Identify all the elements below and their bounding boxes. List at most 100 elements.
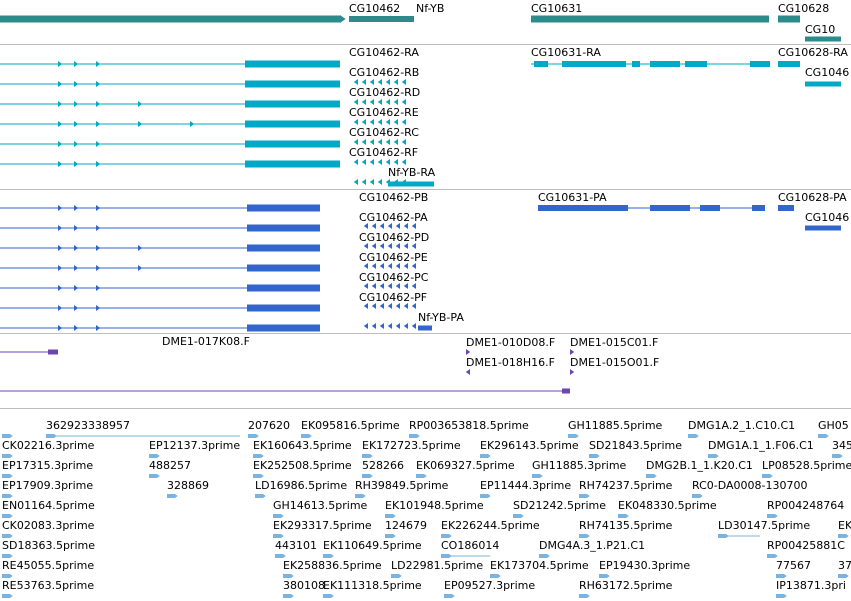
protein-glyph	[96, 285, 101, 291]
est-label[interactable]: DMG4A.3_1.P21.C1	[539, 539, 646, 552]
gene-label[interactable]: Nf-YB	[416, 2, 445, 15]
bac-end-label[interactable]: DME1-018H16.F	[466, 356, 555, 369]
est-label[interactable]: CK02216.3prime	[2, 439, 95, 452]
transcript-label[interactable]: CG10462-RA	[349, 46, 419, 59]
est-label[interactable]: EN01164.5prime	[2, 499, 95, 512]
bac-end-label[interactable]: DME1-015C01.F	[570, 336, 659, 349]
protein-label[interactable]: CG10631-PA	[538, 191, 607, 204]
est-label[interactable]: EK	[838, 519, 851, 532]
est-label[interactable]: EK111318.5prime	[323, 579, 422, 592]
est-label[interactable]: 124679	[385, 519, 427, 532]
est-label[interactable]: GH14613.5prime	[273, 499, 368, 512]
est-label[interactable]: CK02083.3prime	[2, 519, 95, 532]
transcript-label[interactable]: CG10462-RB	[349, 66, 420, 79]
est-label[interactable]: GH11885.3prime	[532, 459, 627, 472]
transcript-label[interactable]: CG10628-RA	[778, 46, 848, 59]
est-label[interactable]: 77567	[776, 559, 811, 572]
transcript-label[interactable]: CG10631-RA	[531, 46, 601, 59]
gene-label[interactable]: CG10631	[531, 2, 583, 15]
est-label[interactable]: RC0-DA0008-130700	[692, 479, 808, 492]
est-label[interactable]: 37	[838, 559, 851, 572]
transcript-label[interactable]: Nf-YB-RA	[388, 166, 436, 179]
gene-label[interactable]: CG10628	[778, 2, 830, 15]
protein-label[interactable]: CG10462-PD	[359, 231, 430, 244]
protein-label[interactable]: CG10462-PF	[359, 291, 428, 304]
est-label[interactable]: EK296143.5prime	[480, 439, 579, 452]
est-label[interactable]: 380108	[283, 579, 325, 592]
protein-glyph	[418, 325, 432, 331]
est-label[interactable]: IP13871.3pri	[776, 579, 846, 592]
est-label[interactable]: EK101948.5prime	[385, 499, 484, 512]
est-glyph	[441, 534, 449, 538]
transcript-label[interactable]: CG1046	[805, 66, 850, 79]
est-label[interactable]: EK110649.5prime	[323, 539, 422, 552]
gene-label[interactable]: CG10	[805, 23, 836, 36]
est-label[interactable]: SD21843.5prime	[589, 439, 682, 452]
est-label[interactable]: EK226244.5prime	[441, 519, 540, 532]
est-label[interactable]: EK172723.5prime	[362, 439, 461, 452]
protein-label[interactable]: CG10462-PB	[359, 191, 429, 204]
est-label[interactable]: SD18363.5prime	[2, 539, 95, 552]
est-label[interactable]: RH39849.5prime	[355, 479, 449, 492]
est-label[interactable]: EK252508.5prime	[253, 459, 352, 472]
est-label[interactable]: LP08528.5prime	[762, 459, 851, 472]
est-label[interactable]: GH11885.5prime	[568, 419, 663, 432]
est-label[interactable]: CO186014	[441, 539, 500, 552]
est-label[interactable]: EP09527.3prime	[444, 579, 536, 592]
transcript-label[interactable]: CG10462-RF	[349, 146, 419, 159]
est-label[interactable]: EP12137.3prime	[149, 439, 241, 452]
gene-glyph	[0, 15, 340, 23]
est-label[interactable]: EK160643.5prime	[253, 439, 352, 452]
est-label[interactable]: 207620	[248, 419, 290, 432]
est-label[interactable]: RH74237.5prime	[579, 479, 673, 492]
protein-label[interactable]: CG10462-PA	[359, 211, 428, 224]
transcript-label[interactable]: CG10462-RC	[349, 126, 419, 139]
est-label[interactable]: 488257	[149, 459, 191, 472]
transcript-label[interactable]: CG10462-RE	[349, 106, 419, 119]
est-label[interactable]: DMG2B.1_1.K20.C1	[646, 459, 753, 472]
est-label[interactable]: EK173704.5prime	[490, 559, 589, 572]
est-label[interactable]: EK293317.5prime	[273, 519, 372, 532]
protein-label[interactable]: CG10462-PE	[359, 251, 428, 264]
est-label[interactable]: LD22981.5prime	[391, 559, 484, 572]
transcript-label[interactable]: CG10462-RD	[349, 86, 421, 99]
protein-label[interactable]: Nf-YB-PA	[418, 311, 464, 324]
bac-end-label[interactable]: DME1-015O01.F	[570, 356, 660, 369]
protein-label[interactable]: CG10628-PA	[778, 191, 847, 204]
est-label[interactable]: 528266	[362, 459, 404, 472]
est-label[interactable]: EK258836.5prime	[283, 559, 382, 572]
bac-end-label[interactable]: DME1-010D08.F	[466, 336, 556, 349]
est-glyph	[370, 454, 373, 458]
est-label[interactable]: EP11444.3prime	[480, 479, 572, 492]
est-label[interactable]: 328869	[167, 479, 209, 492]
est-label[interactable]: EK095816.5prime	[301, 419, 400, 432]
est-label[interactable]: EK048330.5prime	[618, 499, 717, 512]
est-glyph	[654, 474, 657, 478]
est-label[interactable]: RE45055.5prime	[2, 559, 95, 572]
est-label[interactable]: RP003653818.5prime	[409, 419, 529, 432]
est-label[interactable]: 362923338957	[46, 419, 130, 432]
est-label[interactable]: EP17909.3prime	[2, 479, 94, 492]
est-glyph	[10, 574, 13, 578]
est-label[interactable]: LD16986.5prime	[255, 479, 348, 492]
est-label[interactable]: EP19430.3prime	[599, 559, 691, 572]
est-glyph	[256, 434, 259, 438]
est-label[interactable]: EK069327.5prime	[416, 459, 515, 472]
est-label[interactable]: RP00425881C	[767, 539, 845, 552]
protein-label[interactable]: CG10462-PC	[359, 271, 429, 284]
est-label[interactable]: RH74135.5prime	[579, 519, 673, 532]
est-label[interactable]: DMG1A.1_1.F06.C1	[708, 439, 814, 452]
protein-label[interactable]: CG1046	[805, 211, 850, 224]
est-label[interactable]: SD21242.5prime	[513, 499, 606, 512]
gene-label[interactable]: CG10462	[349, 2, 401, 15]
est-label[interactable]: 345	[832, 439, 851, 452]
est-label[interactable]: EP17315.3prime	[2, 459, 94, 472]
est-label[interactable]: 443101	[275, 539, 317, 552]
est-label[interactable]: GH05	[818, 419, 849, 432]
est-label[interactable]: RP004248764	[767, 499, 845, 512]
est-label[interactable]: RH63172.5prime	[579, 579, 673, 592]
est-label[interactable]: LD30147.5prime	[718, 519, 811, 532]
est-label[interactable]: RE53763.5prime	[2, 579, 95, 592]
bac-end-label[interactable]: DME1-017K08.F	[162, 335, 250, 348]
est-label[interactable]: DMG1A.2_1.C10.C1	[688, 419, 796, 432]
